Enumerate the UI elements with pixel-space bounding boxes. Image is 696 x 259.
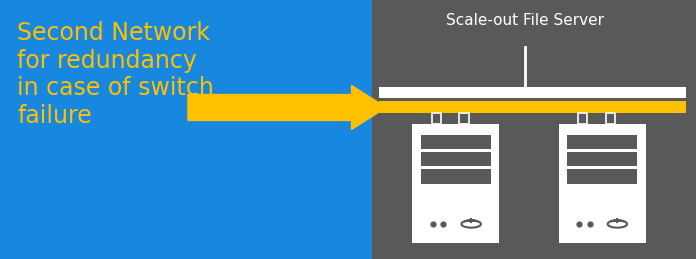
Bar [459, 113, 469, 124]
Bar [558, 124, 645, 243]
Bar [606, 113, 615, 124]
Bar [567, 169, 637, 184]
Bar [459, 113, 469, 124]
Bar [372, 0, 696, 259]
Bar [412, 124, 500, 243]
Bar [567, 135, 637, 149]
Bar [379, 101, 686, 113]
FancyArrow shape [188, 85, 386, 130]
Bar [421, 135, 491, 149]
Bar [606, 113, 615, 124]
Bar [432, 113, 441, 124]
Text: Scale-out File Server: Scale-out File Server [446, 13, 605, 28]
Bar [578, 113, 587, 124]
Bar [421, 152, 491, 166]
Text: Second Network
for redundancy
in case of switch
failure: Second Network for redundancy in case of… [17, 21, 214, 128]
Bar [432, 113, 441, 124]
Bar [379, 87, 686, 98]
Bar [567, 152, 637, 166]
Bar [421, 169, 491, 184]
Bar [578, 113, 587, 124]
